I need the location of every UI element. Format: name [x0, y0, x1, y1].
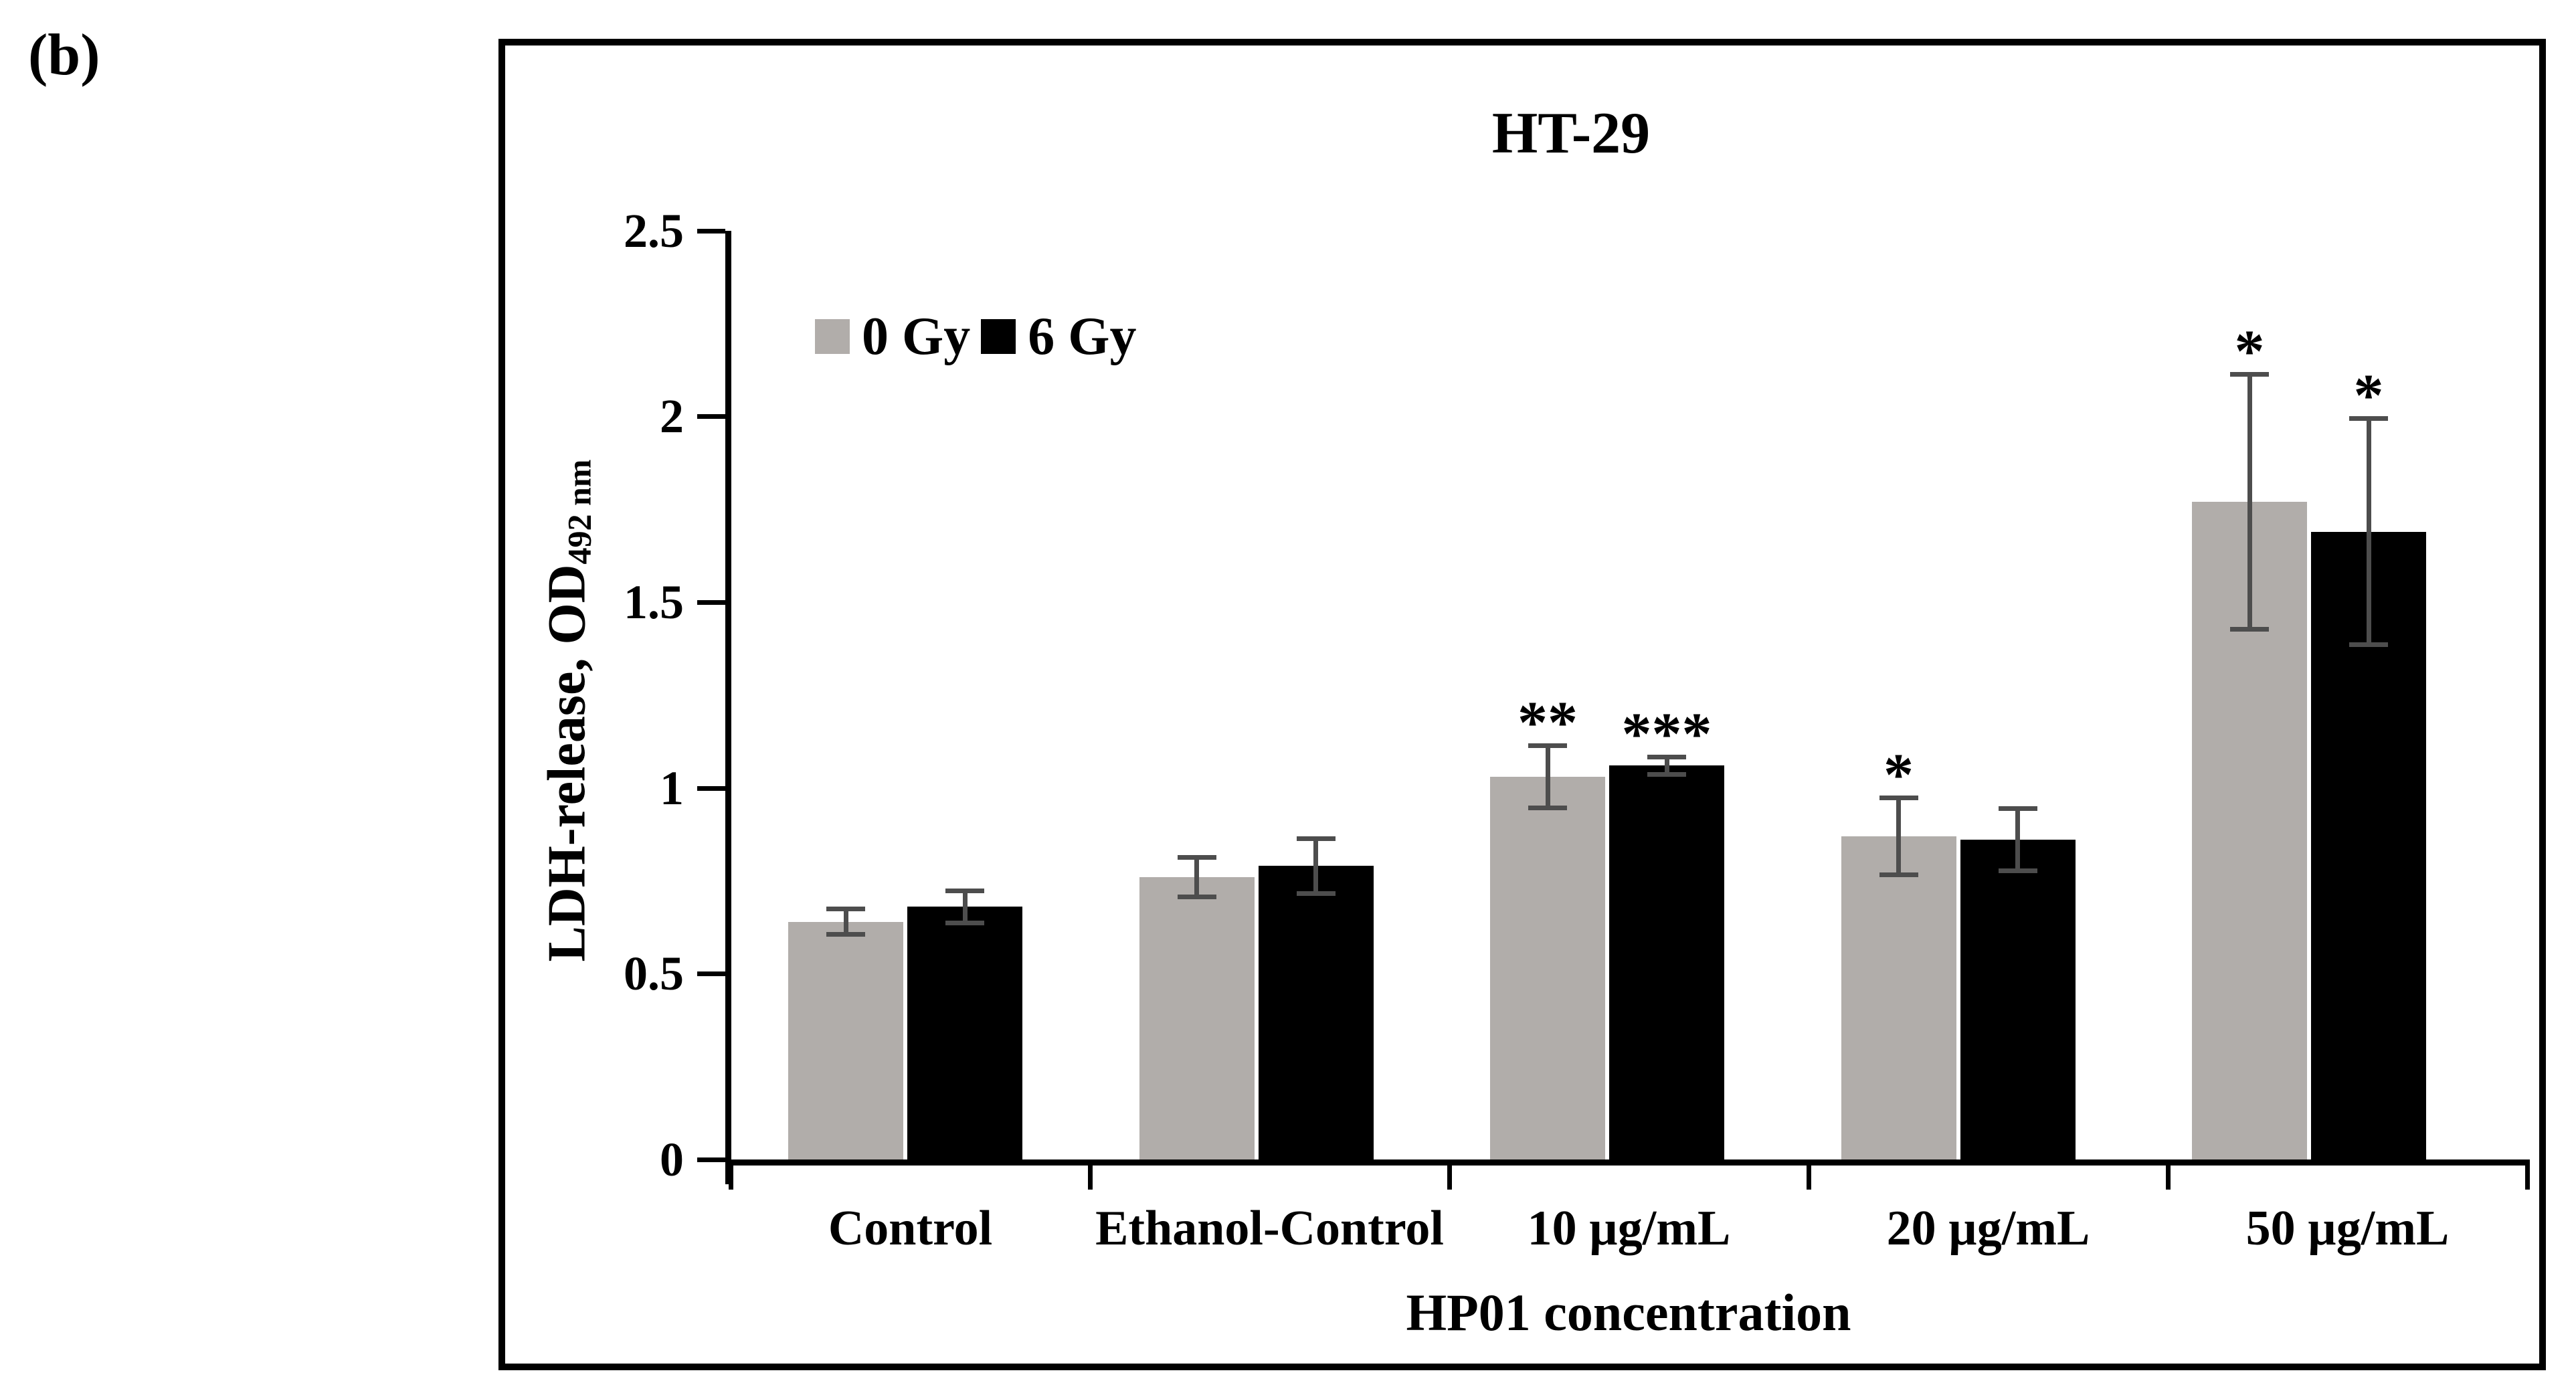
y-tick-label: 2 [660, 389, 684, 444]
x-category-label: Control [828, 1201, 993, 1256]
error-line-6gy-20-g-ml [2015, 806, 2020, 874]
error-bar-6gy-50-g-ml [2349, 416, 2388, 647]
legend-label-0gy: 0 Gy [862, 307, 971, 366]
legend-item-0gy: 0 Gy [815, 306, 970, 367]
error-bar-6gy-20-g-ml [1998, 806, 2037, 874]
y-tick-label: 1 [660, 761, 684, 815]
significance-0gy-50-g-ml: * [2234, 318, 2265, 385]
y-axis-title: LDH-release, OD492 nm [537, 460, 598, 962]
y-tick-label: 2.5 [624, 203, 684, 258]
error-line-6gy-10-g-ml [1664, 754, 1669, 777]
x-tick [2524, 1166, 2530, 1190]
x-tick [1087, 1166, 1093, 1190]
bar-6gy-control [907, 907, 1022, 1162]
y-tick [697, 414, 725, 420]
error-line-0gy-50-g-ml [2247, 371, 2252, 632]
y-tick-label: 0 [660, 1133, 684, 1186]
x-axis-line [725, 1159, 2530, 1166]
y-tick [697, 971, 725, 977]
error-bar-0gy-10-g-ml [1528, 743, 1567, 811]
bar-0gy-10-g-ml [1490, 777, 1605, 1162]
y-tick [697, 785, 725, 791]
bar-0gy-20-g-ml [1841, 836, 1956, 1162]
legend-swatch-6gy [981, 319, 1016, 354]
y-axis-title-subscript: 492 nm [560, 459, 598, 565]
panel-label: (b) [28, 23, 100, 88]
x-axis-title: HP01 concentration [1406, 1283, 1851, 1341]
x-tick [728, 1166, 733, 1190]
legend-item-6gy: 6 Gy [981, 306, 1136, 367]
x-tick [1447, 1166, 1452, 1190]
bar-0gy-ethanol-control [1139, 876, 1255, 1162]
error-bar-6gy-10-g-ml [1647, 754, 1686, 777]
legend: 0 Gy 6 Gy [815, 306, 1136, 367]
y-tick-label: 0.5 [624, 947, 684, 1001]
bar-6gy-ethanol-control [1258, 866, 1374, 1162]
error-bar-6gy-ethanol-control [1296, 836, 1336, 896]
error-line-6gy-ethanol-control [1313, 836, 1318, 896]
y-tick [697, 1157, 725, 1162]
error-bar-0gy-control [826, 907, 865, 937]
error-line-0gy-10-g-ml [1545, 743, 1550, 811]
error-bar-0gy-50-g-ml [2230, 371, 2269, 632]
significance-6gy-50-g-ml: * [2353, 363, 2384, 430]
x-tick [2165, 1166, 2171, 1190]
bar-6gy-20-g-ml [1960, 840, 2076, 1162]
legend-swatch-0gy [815, 319, 850, 354]
bar-0gy-control [788, 921, 903, 1162]
x-category-label: 10 µg/mL [1527, 1201, 1731, 1256]
y-axis-line [725, 231, 731, 1184]
chart-title: HT-29 [1491, 101, 1651, 166]
significance-0gy-10-g-ml: ** [1517, 690, 1578, 757]
y-tick-label: 1.5 [624, 575, 684, 630]
error-line-0gy-20-g-ml [1896, 795, 1901, 877]
x-category-label: Ethanol-Control [1095, 1201, 1444, 1256]
x-category-label: 50 µg/mL [2245, 1201, 2450, 1256]
error-line-6gy-50-g-ml [2366, 416, 2371, 647]
significance-0gy-20-g-ml: * [1883, 741, 1914, 808]
significance-6gy-10-g-ml: *** [1621, 701, 1712, 767]
x-category-label: 20 µg/mL [1886, 1201, 2090, 1256]
error-bar-0gy-ethanol-control [1177, 854, 1216, 900]
error-bar-6gy-control [945, 888, 984, 926]
legend-label-6gy: 6 Gy [1028, 307, 1137, 366]
y-tick [697, 228, 725, 234]
x-tick [1806, 1166, 1811, 1190]
y-tick [697, 600, 725, 606]
error-bar-0gy-20-g-ml [1879, 795, 1918, 877]
error-line-6gy-control [962, 888, 968, 926]
error-line-0gy-ethanol-control [1194, 854, 1199, 900]
chart-frame [498, 39, 2546, 1370]
error-line-0gy-control [843, 907, 848, 937]
bar-6gy-10-g-ml [1609, 765, 1724, 1162]
